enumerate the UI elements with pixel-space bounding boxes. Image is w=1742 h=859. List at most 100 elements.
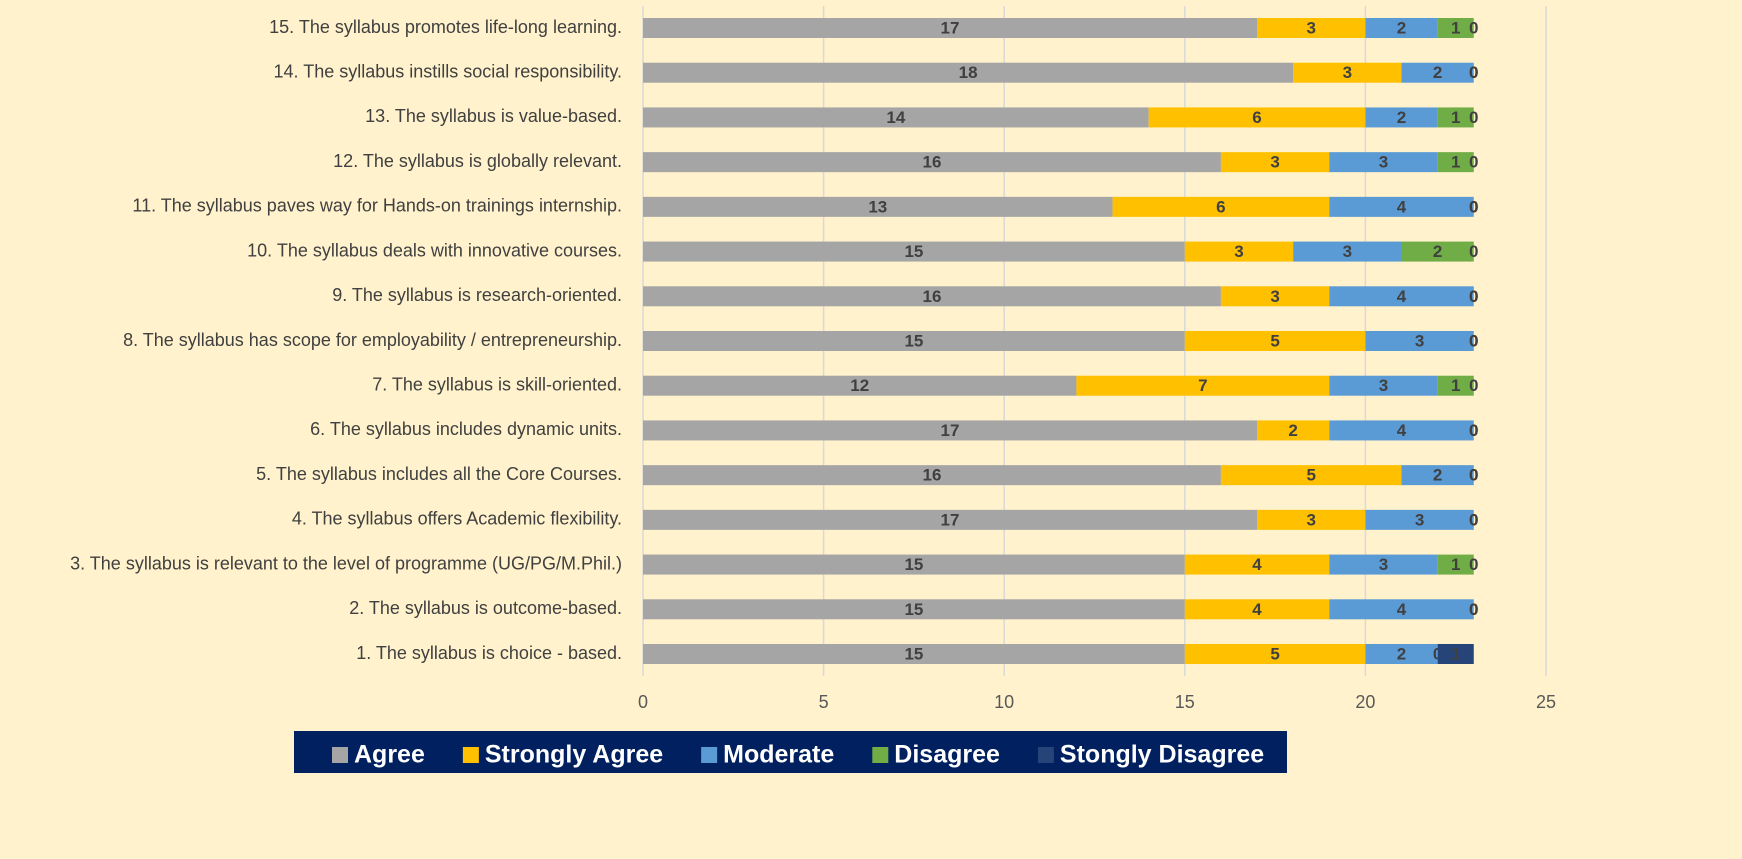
value-label: 16 <box>922 466 941 485</box>
y-tick-label: 9. The syllabus is research-oriented. <box>332 285 622 305</box>
value-label: 2 <box>1397 644 1406 663</box>
bar-segment <box>1148 107 1366 128</box>
value-label: 0 <box>1469 108 1478 127</box>
bar-segment <box>1437 375 1474 396</box>
value-label: 0 <box>1469 600 1478 619</box>
bar-segment <box>1076 375 1330 396</box>
bar-segment <box>1220 152 1330 173</box>
value-label: 3 <box>1415 331 1424 350</box>
bar-segment <box>1365 107 1438 128</box>
bar-segment <box>643 241 1185 262</box>
y-tick-label: 13. The syllabus is value-based. <box>365 106 622 126</box>
value-label: 0 <box>1469 510 1478 529</box>
bar-segment <box>1437 644 1474 664</box>
value-label: 3 <box>1343 242 1352 261</box>
bar-segment <box>643 509 1258 530</box>
value-label: 0 <box>1469 287 1478 306</box>
value-label: 0 <box>1469 555 1478 574</box>
y-tick-label: 5. The syllabus includes all the Core Co… <box>256 464 622 484</box>
value-label: 16 <box>922 287 941 306</box>
bar-segment <box>643 554 1185 575</box>
value-label: 1 <box>1451 644 1460 663</box>
bar-segment <box>1257 420 1330 441</box>
bar-segment <box>1329 375 1438 396</box>
value-label: 3 <box>1379 555 1388 574</box>
value-label: 0 <box>1469 510 1478 529</box>
legend-swatch <box>872 747 889 763</box>
value-label: 3 <box>1306 510 1315 529</box>
x-tick-label: 5 <box>819 692 829 712</box>
value-label: 0 <box>1469 331 1478 350</box>
value-label: 3 <box>1379 376 1388 395</box>
value-label: 4 <box>1397 287 1407 306</box>
bar-segment <box>1365 509 1474 530</box>
bar-segment <box>643 152 1221 173</box>
bar-segment <box>1184 599 1330 620</box>
legend-label: Disagree <box>894 741 1000 769</box>
y-tick-label: 10. The syllabus deals with innovative c… <box>247 240 622 260</box>
value-label: 15 <box>904 555 923 574</box>
value-label: 3 <box>1270 287 1279 306</box>
bar-segment <box>1293 62 1402 83</box>
bar-segment <box>643 196 1113 217</box>
bar-segment <box>1184 644 1366 664</box>
bar-segment <box>643 375 1077 396</box>
value-label: 1 <box>1451 555 1460 574</box>
value-label: 2 <box>1397 18 1406 37</box>
value-label: 0 <box>1469 287 1478 306</box>
y-tick-label: 6. The syllabus includes dynamic units. <box>310 419 622 439</box>
bar-segment <box>1437 107 1474 128</box>
bar-segment <box>1401 62 1474 83</box>
bar-segment <box>1437 18 1474 38</box>
x-tick-label: 0 <box>638 692 648 712</box>
y-tick-label: 4. The syllabus offers Academic flexibil… <box>292 509 622 529</box>
bar-segment <box>1220 286 1330 307</box>
bar-segment <box>643 107 1149 128</box>
value-label: 1 <box>1451 153 1460 172</box>
value-label: 15 <box>904 331 923 350</box>
bar-segment <box>643 420 1258 441</box>
value-label: 0 <box>1469 421 1478 440</box>
value-label: 1 <box>1451 376 1460 395</box>
value-label: 0 <box>1469 242 1478 261</box>
value-label: 17 <box>941 421 960 440</box>
x-tick-label: 20 <box>1355 692 1375 712</box>
legend-label: Strongly Agree <box>485 741 663 769</box>
bar-segment <box>1401 465 1474 486</box>
value-label: 15 <box>904 644 923 663</box>
value-label: 4 <box>1397 421 1407 440</box>
y-tick-label: 8. The syllabus has scope for employabil… <box>123 330 622 350</box>
bar-segment <box>1184 331 1366 351</box>
bar-segment <box>1184 241 1294 262</box>
value-label: 17 <box>941 510 960 529</box>
legend-swatch <box>462 747 479 763</box>
bar-segment <box>643 18 1258 38</box>
bar-segment <box>1257 509 1366 530</box>
value-label: 1 <box>1451 108 1460 127</box>
value-label: 15 <box>904 242 923 261</box>
value-label: 0 <box>1469 421 1478 440</box>
bar-segment <box>1257 18 1366 38</box>
y-tick-label: 1. The syllabus is choice - based. <box>356 643 622 663</box>
x-tick-label: 15 <box>1175 692 1195 712</box>
bar-segment <box>1329 554 1438 575</box>
value-label: 3 <box>1379 153 1388 172</box>
bar-segment <box>1365 331 1474 351</box>
legend-swatch <box>701 747 718 763</box>
value-label: 18 <box>959 63 978 82</box>
x-tick-label: 10 <box>994 692 1014 712</box>
value-label: 0 <box>1469 63 1478 82</box>
bar-segment <box>1401 241 1474 262</box>
bar-segment <box>1184 554 1330 575</box>
value-label: 17 <box>941 18 960 37</box>
legend-swatch <box>1037 747 1054 763</box>
y-tick-label: 11. The syllabus paves way for Hands-on … <box>132 196 622 216</box>
bar-segment <box>1329 152 1438 173</box>
bar-segment <box>1293 241 1402 262</box>
bar-segment <box>643 599 1185 620</box>
legend-label: Moderate <box>723 741 834 769</box>
value-label: 0 <box>1469 376 1478 395</box>
value-label: 2 <box>1288 421 1297 440</box>
value-label: 12 <box>850 376 869 395</box>
